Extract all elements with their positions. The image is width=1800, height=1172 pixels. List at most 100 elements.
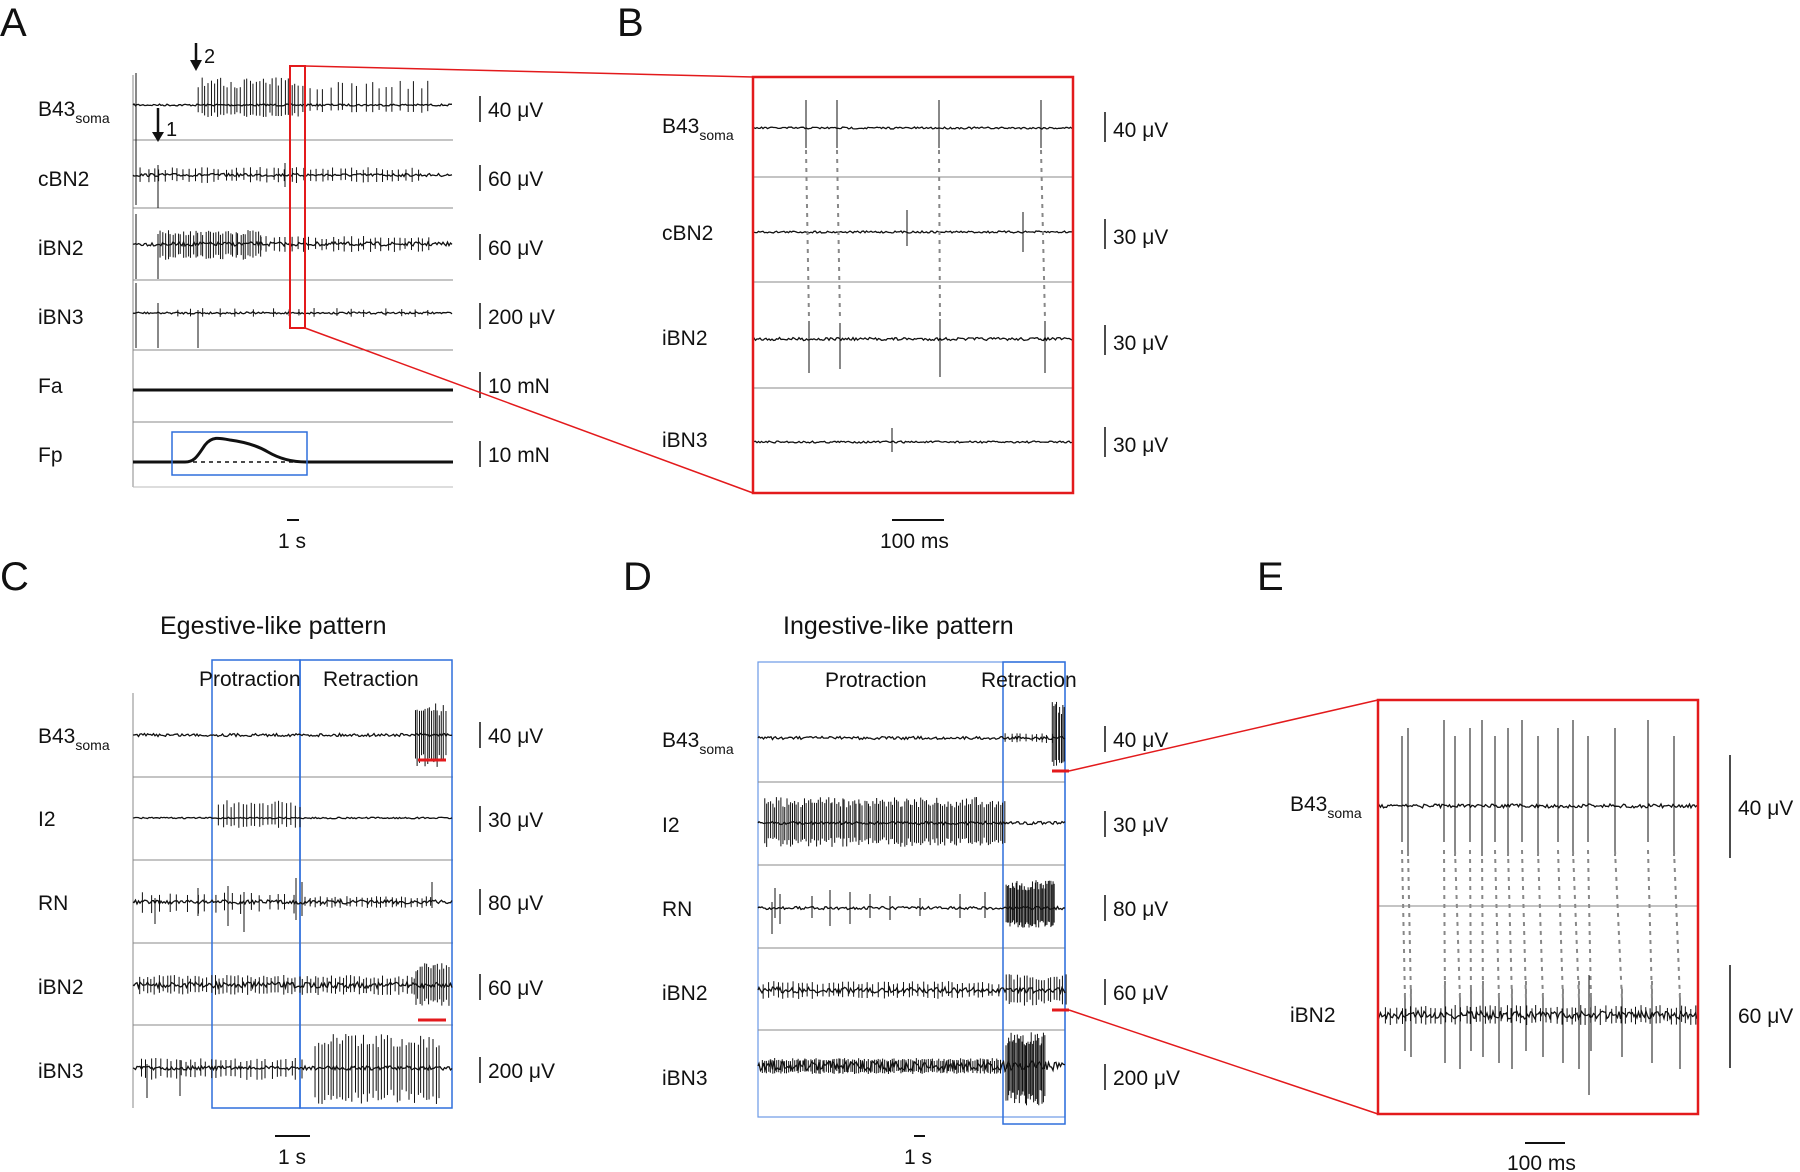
scale-bars-b: 40 μV 30 μV 30 μV 30 μV	[1104, 112, 1168, 457]
panel-c: Egestive-like pattern Protraction Retrac…	[38, 612, 555, 1169]
trace-label: RN	[38, 892, 68, 915]
trace-b43-soma	[752, 100, 1073, 148]
trace-ibn2	[1377, 975, 1698, 1095]
arrow-1: 1	[152, 108, 177, 142]
retraction-phase-box	[1002, 661, 1066, 1125]
scale-bars-a: 40 μV 60 μV 60 μV 200 μV 10 mN 10 mN	[479, 96, 555, 467]
trace-b43-soma	[132, 73, 453, 140]
trace-label: iBN2	[1290, 1004, 1336, 1027]
svg-text:1 s: 1 s	[278, 1146, 306, 1169]
retraction-label: Retraction	[981, 669, 1077, 692]
scale-bars-d: 40 μV 30 μV 80 μV 60 μV 200 μV	[1104, 726, 1180, 1090]
trace-b43-soma	[757, 701, 1066, 767]
svg-text:80 μV: 80 μV	[488, 892, 543, 915]
svg-text:40 μV: 40 μV	[1113, 729, 1168, 752]
trace-i2	[132, 800, 453, 828]
panel-d-letter: D	[623, 555, 652, 599]
trace-label: I2	[38, 808, 56, 831]
panel-d-title: Ingestive-like pattern	[783, 612, 1014, 640]
panel-e: B43soma iBN2 40 μV 60 μV 100 ms	[1290, 698, 1793, 1172]
zoom-connector	[304, 327, 754, 494]
trace-b43-soma	[1377, 720, 1698, 856]
trace-label: cBN2	[38, 168, 89, 191]
svg-text:60 μV: 60 μV	[488, 237, 543, 260]
trace-label: RN	[662, 898, 692, 921]
trace-ibn3	[132, 283, 453, 348]
svg-text:1: 1	[166, 119, 177, 141]
trace-label: iBN3	[38, 1060, 84, 1083]
spike-correspondence-lines	[1401, 849, 1681, 1001]
svg-text:200 μV: 200 μV	[1113, 1067, 1180, 1090]
zoom-frame-b	[751, 75, 1075, 495]
time-scale-a: 1 s	[278, 519, 306, 553]
trace-label: Fp	[38, 444, 63, 467]
trace-label: Fa	[38, 375, 63, 398]
time-scale-e: 100 ms	[1507, 1142, 1576, 1172]
svg-text:30 μV: 30 μV	[1113, 814, 1168, 837]
retraction-label: Retraction	[323, 668, 419, 691]
trace-cbn2	[132, 135, 453, 208]
zoom-connector	[304, 65, 754, 78]
trace-i2	[757, 797, 1066, 847]
trace-label: cBN2	[662, 222, 713, 245]
zoom-connector	[1068, 1009, 1379, 1115]
svg-text:100 ms: 100 ms	[880, 530, 949, 553]
svg-text:2: 2	[204, 46, 215, 68]
trace-fp	[133, 436, 453, 464]
svg-text:200 μV: 200 μV	[488, 1060, 555, 1083]
trace-ibn2	[132, 214, 453, 279]
time-scale-c: 1 s	[275, 1135, 310, 1169]
trace-label: iBN2	[38, 237, 84, 260]
zoom-box-a	[289, 65, 306, 329]
trace-rn	[757, 880, 1066, 934]
spike-correspondence-lines	[805, 149, 1046, 321]
zoom-frame-e	[1376, 698, 1700, 1116]
trace-label: I2	[662, 814, 680, 837]
panel-a: B43soma cBN2 iBN2 iBN3 Fa Fp 1 2	[38, 43, 754, 553]
protraction-phase-box	[211, 659, 301, 1109]
scale-bars-c: 40 μV 30 μV 80 μV 60 μV 200 μV	[479, 722, 555, 1083]
protraction-label: Protraction	[825, 669, 927, 692]
svg-text:60 μV: 60 μV	[488, 977, 543, 1000]
svg-text:40 μV: 40 μV	[1113, 119, 1168, 142]
svg-text:30 μV: 30 μV	[1113, 226, 1168, 249]
svg-text:60 μV: 60 μV	[488, 168, 543, 191]
trace-rn	[132, 878, 453, 932]
panel-a-letter: A	[0, 1, 27, 45]
trace-label: iBN3	[662, 429, 708, 452]
svg-text:1 s: 1 s	[904, 1146, 932, 1169]
trace-label: iBN3	[662, 1067, 708, 1090]
svg-text:60 μV: 60 μV	[1113, 982, 1168, 1005]
panel-c-letter: C	[0, 555, 29, 599]
scale-bars-e: 40 μV 60 μV	[1729, 755, 1793, 1068]
trace-label: B43soma	[662, 729, 734, 757]
svg-text:30 μV: 30 μV	[1113, 332, 1168, 355]
trace-ibn2	[757, 974, 1067, 1006]
time-scale-b: 100 ms	[880, 519, 949, 553]
svg-text:1 s: 1 s	[278, 530, 306, 553]
trace-label: B43soma	[38, 98, 110, 126]
fp-phase-box	[171, 431, 308, 476]
panel-d: Ingestive-like pattern Protraction Retra…	[662, 612, 1379, 1169]
time-scale-d: 1 s	[904, 1135, 932, 1169]
protraction-label: Protraction	[199, 668, 301, 691]
svg-text:80 μV: 80 μV	[1113, 898, 1168, 921]
trace-ibn3	[757, 1032, 1066, 1106]
trace-label: iBN2	[38, 976, 84, 999]
arrow-2: 2	[190, 43, 215, 71]
trace-ibn2	[132, 963, 453, 1006]
panel-e-letter: E	[1257, 555, 1284, 599]
svg-text:40 μV: 40 μV	[1738, 797, 1793, 820]
trace-label: B43soma	[1290, 793, 1362, 821]
panel-b-letter: B	[617, 1, 644, 45]
retraction-phase-box	[299, 659, 453, 1109]
trace-b43-soma	[133, 703, 453, 767]
trace-ibn3	[752, 428, 1073, 452]
panel-b: B43soma cBN2 iBN2 iBN3 40 μV 30 μV 30 μV…	[662, 75, 1168, 553]
trace-label: B43soma	[662, 115, 734, 143]
svg-text:200 μV: 200 μV	[488, 306, 555, 329]
svg-text:100 ms: 100 ms	[1507, 1152, 1576, 1172]
svg-text:40 μV: 40 μV	[488, 725, 543, 748]
trace-ibn3	[132, 1034, 453, 1104]
